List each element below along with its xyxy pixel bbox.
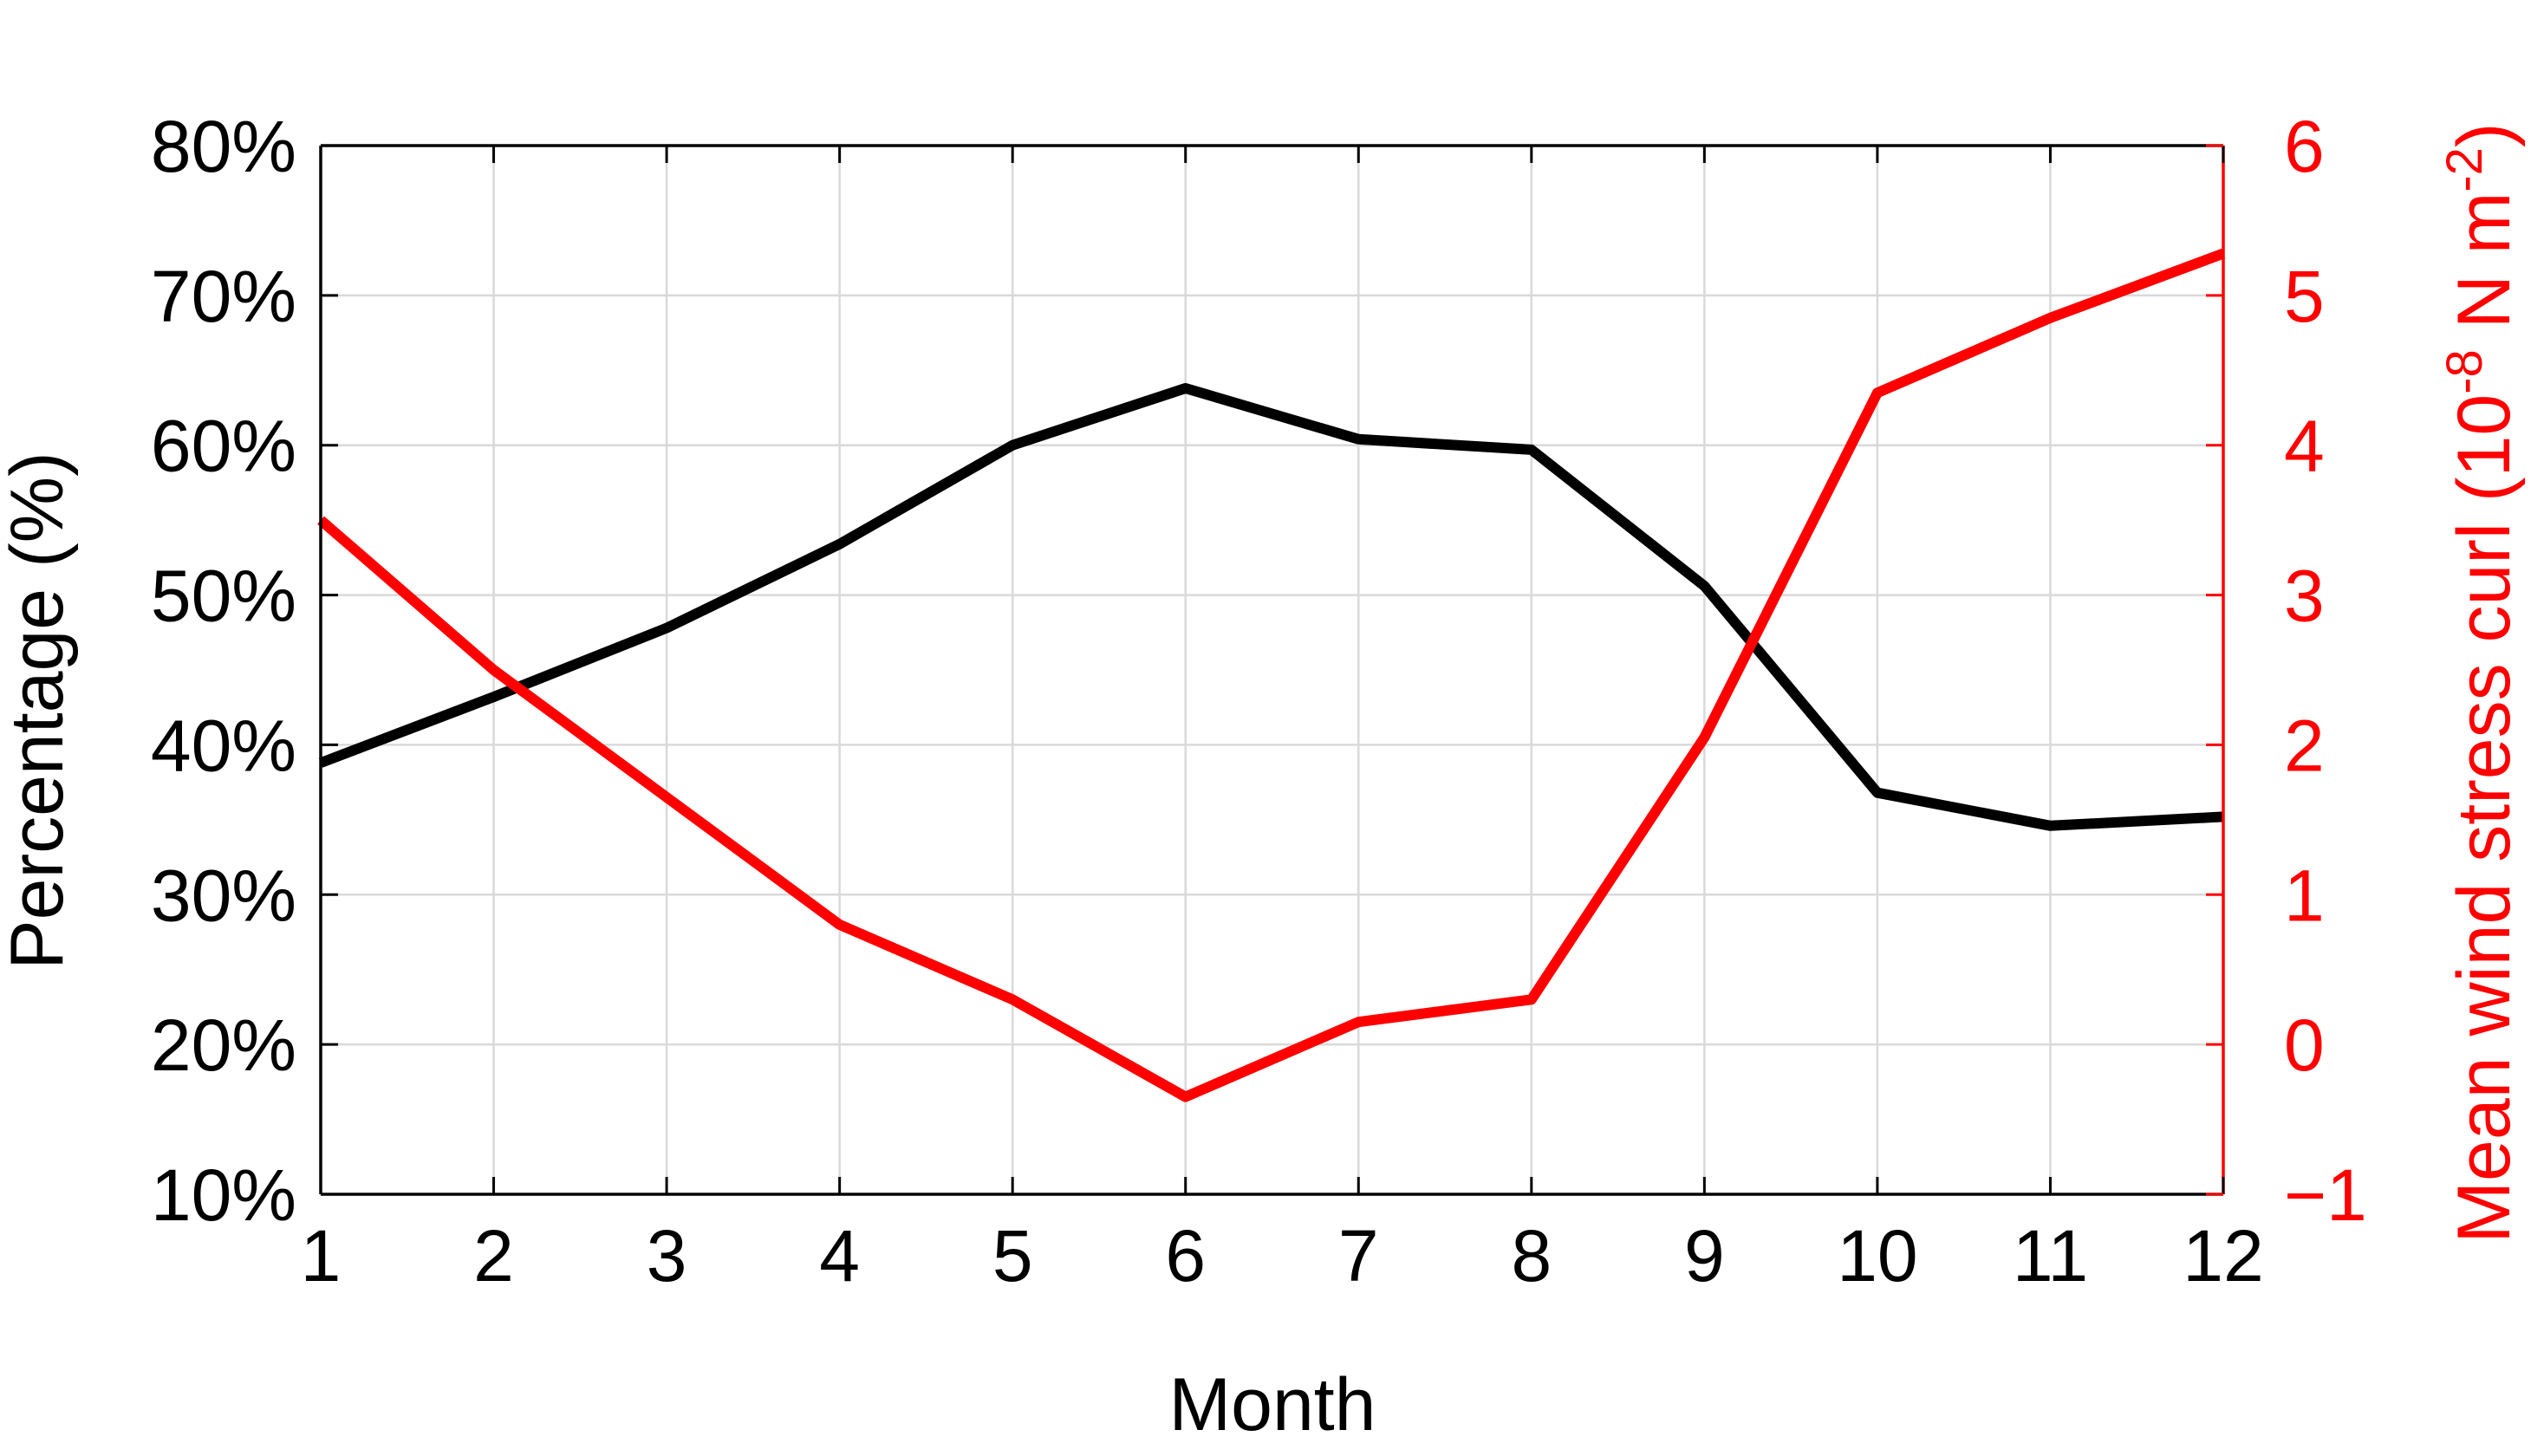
y-right-tick-label: 0 [2284, 1004, 2325, 1086]
x-tick-label: 12 [2183, 1215, 2263, 1297]
x-axis-title: Month [1168, 1363, 1376, 1446]
y-right-tick-label: 4 [2284, 406, 2325, 487]
series-line-wind-stress-curl [317, 248, 2226, 1102]
y-left-tick-label: 60% [151, 406, 296, 487]
x-tick-label: 6 [1165, 1215, 1206, 1297]
y-axis-right-title-prefix: Mean wind stress curl (10 [2443, 394, 2526, 1244]
x-tick-label: 10 [1837, 1215, 1917, 1297]
tick-labels: 1 2 3 4 5 6 7 8 9 10 11 1210%20%30%40%50%60%70%80%−… [151, 106, 2367, 1297]
x-tick-label: 5 [992, 1215, 1033, 1297]
x-tick-label: 3 [647, 1215, 687, 1297]
y-right-tick-label: 6 [2284, 106, 2325, 187]
series-line-percentage [318, 383, 2224, 831]
x-tick-label: 2 [473, 1215, 514, 1297]
x-tick-label: 9 [1684, 1215, 1725, 1297]
y-left-tick-label: 20% [151, 1004, 296, 1086]
y-left-tick-label: 10% [151, 1154, 296, 1236]
y-axis-left-title: Percentage (%) [0, 452, 79, 970]
grid-lines [319, 144, 2225, 1196]
y-right-tick-label: −1 [2284, 1154, 2367, 1236]
y-axis-right-title: Mean wind stress curl (10-8 N m-2) [2437, 122, 2527, 1243]
y-axis-right-title-suffix: ) [2443, 122, 2526, 147]
x-tick-label: 1 [301, 1215, 342, 1297]
y-left-tick-label: 70% [151, 256, 296, 337]
axes-frame [319, 144, 2225, 1196]
y-left-tick-label: 80% [151, 106, 296, 187]
y-right-tick-label: 1 [2284, 855, 2325, 936]
ticks [319, 144, 2225, 1196]
y-axis-right-title-exponent-2: -2 [2437, 147, 2493, 192]
y-right-tick-label: 5 [2284, 256, 2325, 337]
y-axis-right-title-exponent-1: -8 [2437, 349, 2493, 394]
x-tick-label: 7 [1338, 1215, 1379, 1297]
y-right-tick-label: 2 [2284, 705, 2325, 786]
y-axis-right-title-middle: N m [2443, 192, 2526, 350]
y-left-tick-label: 30% [151, 855, 296, 936]
x-tick-label: 11 [2013, 1215, 2088, 1297]
y-right-tick-label: 3 [2284, 556, 2325, 637]
y-left-tick-label: 40% [151, 705, 296, 786]
x-tick-label: 4 [819, 1215, 860, 1297]
series-lines [317, 248, 2226, 1102]
x-tick-label: 8 [1511, 1215, 1552, 1297]
y-left-tick-label: 50% [151, 556, 296, 637]
